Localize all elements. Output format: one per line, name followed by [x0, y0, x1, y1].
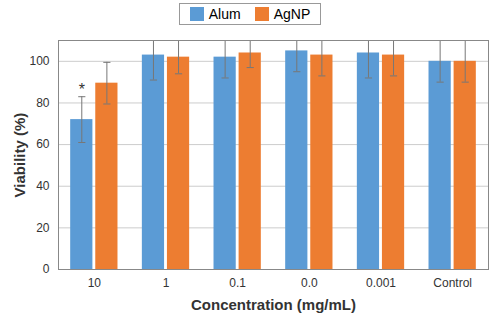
- svg-text:*: *: [79, 81, 85, 98]
- svg-text:80: 80: [36, 96, 50, 110]
- svg-text:Viability (%): Viability (%): [11, 113, 28, 198]
- html-text:Alum: Alum: [208, 6, 241, 22]
- svg-text:Concentration (mg/mL): Concentration (mg/mL): [191, 296, 356, 313]
- svg-text:0.1: 0.1: [229, 276, 246, 290]
- svg-text:1: 1: [163, 276, 170, 290]
- svg-text:Control: Control: [433, 276, 472, 290]
- svg-text:0: 0: [43, 262, 50, 276]
- svg-text:0.0: 0.0: [301, 276, 318, 290]
- svg-text:20: 20: [36, 221, 50, 235]
- svg-text:60: 60: [36, 137, 50, 151]
- html-text:AgNP: AgNP: [273, 6, 311, 22]
- svg-text:0.001: 0.001: [366, 276, 396, 290]
- svg-text:40: 40: [36, 179, 50, 193]
- svg-text:10: 10: [88, 276, 102, 290]
- svg-text:100: 100: [29, 54, 49, 68]
